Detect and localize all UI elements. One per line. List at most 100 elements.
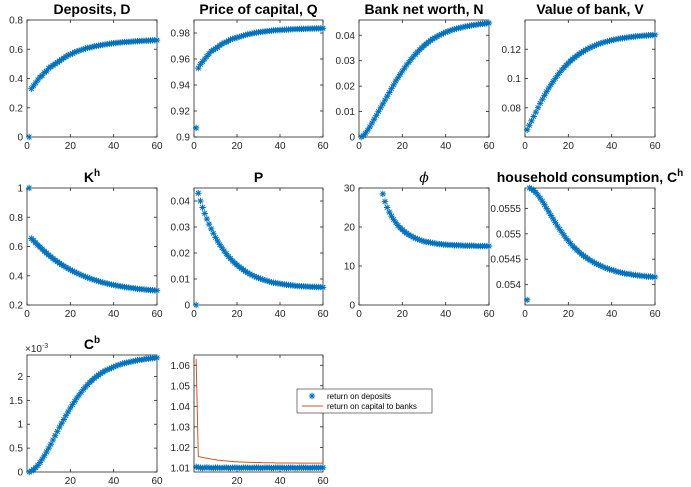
data-point bbox=[558, 66, 566, 74]
data-point bbox=[612, 268, 620, 275]
data-point bbox=[223, 250, 230, 257]
x-tick-label: 20 bbox=[65, 141, 77, 152]
panel-kh: 0 20 40 60 0.2 0.4 0.6 0.8 1 Kh bbox=[9, 168, 163, 320]
data-point bbox=[554, 222, 561, 230]
data-point bbox=[195, 190, 202, 197]
data-point bbox=[80, 272, 87, 280]
x-tick-label: 20 bbox=[397, 141, 409, 152]
data-point bbox=[407, 232, 415, 240]
x-tick-label: 60 bbox=[483, 141, 495, 152]
data-point bbox=[379, 190, 387, 198]
data-point bbox=[110, 363, 117, 371]
data-point bbox=[403, 61, 410, 69]
data-point bbox=[216, 42, 223, 49]
data-point bbox=[205, 220, 213, 228]
y-tick-label: 0 bbox=[349, 133, 355, 144]
data-point bbox=[216, 241, 223, 248]
data-point bbox=[526, 122, 533, 129]
panel-title: Deposits, D bbox=[53, 1, 130, 17]
data-point bbox=[69, 267, 76, 275]
data-point bbox=[534, 191, 542, 199]
data-point bbox=[543, 88, 550, 95]
x-tick-label: 20 bbox=[563, 141, 575, 152]
data-point bbox=[392, 77, 400, 85]
data-point bbox=[409, 53, 417, 61]
data-point bbox=[201, 210, 208, 217]
data-point bbox=[396, 71, 404, 78]
data-point bbox=[255, 274, 262, 282]
data-point bbox=[608, 266, 615, 274]
data-point bbox=[416, 236, 423, 244]
data-point bbox=[386, 208, 393, 216]
data-point bbox=[604, 265, 611, 272]
data-point bbox=[71, 48, 78, 56]
data-point bbox=[536, 100, 544, 107]
panel-value_bank: 0 20 40 60 0.08 0.1 0.12 Value of bank, V bbox=[502, 1, 661, 152]
panel-net_worth: 0 20 40 60 0 0.01 0.02 0.03 0.04 Bank net worth, … bbox=[336, 1, 495, 152]
data-point bbox=[593, 260, 600, 267]
data-point bbox=[429, 35, 436, 43]
data-point bbox=[647, 273, 654, 280]
y-tick-label: 0.9 bbox=[176, 133, 190, 144]
data-point bbox=[60, 262, 68, 270]
y-tick-label: 0 bbox=[17, 468, 23, 479]
data-point bbox=[93, 373, 100, 380]
data-point bbox=[67, 404, 74, 412]
data-point bbox=[218, 244, 226, 251]
data-point bbox=[73, 269, 81, 277]
x-tick-label: 20 bbox=[231, 476, 243, 487]
data-point bbox=[82, 45, 89, 52]
data-point bbox=[212, 45, 219, 52]
data-point bbox=[28, 85, 35, 92]
data-point bbox=[106, 365, 113, 373]
data-point bbox=[88, 43, 96, 51]
y-tick-label: 0.04 bbox=[336, 31, 356, 42]
series-cb bbox=[25, 354, 161, 476]
data-point bbox=[526, 184, 533, 192]
data-point bbox=[627, 271, 635, 278]
data-point bbox=[485, 242, 493, 250]
x-tick-label: 40 bbox=[440, 141, 452, 152]
data-point bbox=[549, 215, 557, 223]
data-point bbox=[41, 452, 48, 459]
legend-label: return on capital to banks bbox=[327, 402, 417, 411]
y-tick-label: 0.02 bbox=[171, 249, 191, 260]
panel-p: 0 20 40 60 0 0.01 0.02 0.03 0.04 P bbox=[171, 169, 329, 320]
data-point bbox=[192, 301, 200, 309]
data-point bbox=[82, 273, 89, 280]
x-tick-label: 40 bbox=[274, 141, 286, 152]
x-tick-label: 40 bbox=[274, 476, 286, 487]
data-point bbox=[580, 48, 587, 55]
series-kh bbox=[25, 184, 161, 294]
data-point bbox=[97, 278, 104, 286]
data-point bbox=[394, 74, 402, 81]
data-point bbox=[453, 25, 460, 32]
data-point bbox=[214, 237, 221, 245]
y-tick-label: 0 bbox=[184, 301, 190, 312]
data-point bbox=[591, 42, 598, 49]
y-tick-label: 0 bbox=[349, 301, 355, 312]
data-point bbox=[606, 266, 613, 273]
data-point bbox=[210, 230, 217, 237]
data-point bbox=[448, 26, 456, 34]
data-point bbox=[586, 44, 594, 51]
data-point bbox=[240, 32, 247, 39]
data-point bbox=[604, 38, 611, 45]
y-tick-label: 0.92 bbox=[171, 107, 191, 118]
data-point bbox=[47, 441, 55, 448]
x-tick-label: 0 bbox=[24, 309, 30, 320]
x-tick-label: 0 bbox=[191, 309, 197, 320]
y-tick-label: 1.5 bbox=[9, 396, 23, 407]
data-point bbox=[208, 48, 215, 55]
data-point bbox=[593, 41, 600, 49]
data-point bbox=[405, 231, 413, 238]
data-point bbox=[377, 104, 384, 111]
data-point bbox=[153, 354, 161, 362]
data-point bbox=[455, 24, 462, 32]
data-point bbox=[431, 34, 439, 42]
data-point bbox=[523, 126, 531, 133]
y-tick-label: 0.02 bbox=[336, 82, 356, 93]
data-point bbox=[625, 270, 633, 278]
data-point bbox=[242, 268, 249, 275]
